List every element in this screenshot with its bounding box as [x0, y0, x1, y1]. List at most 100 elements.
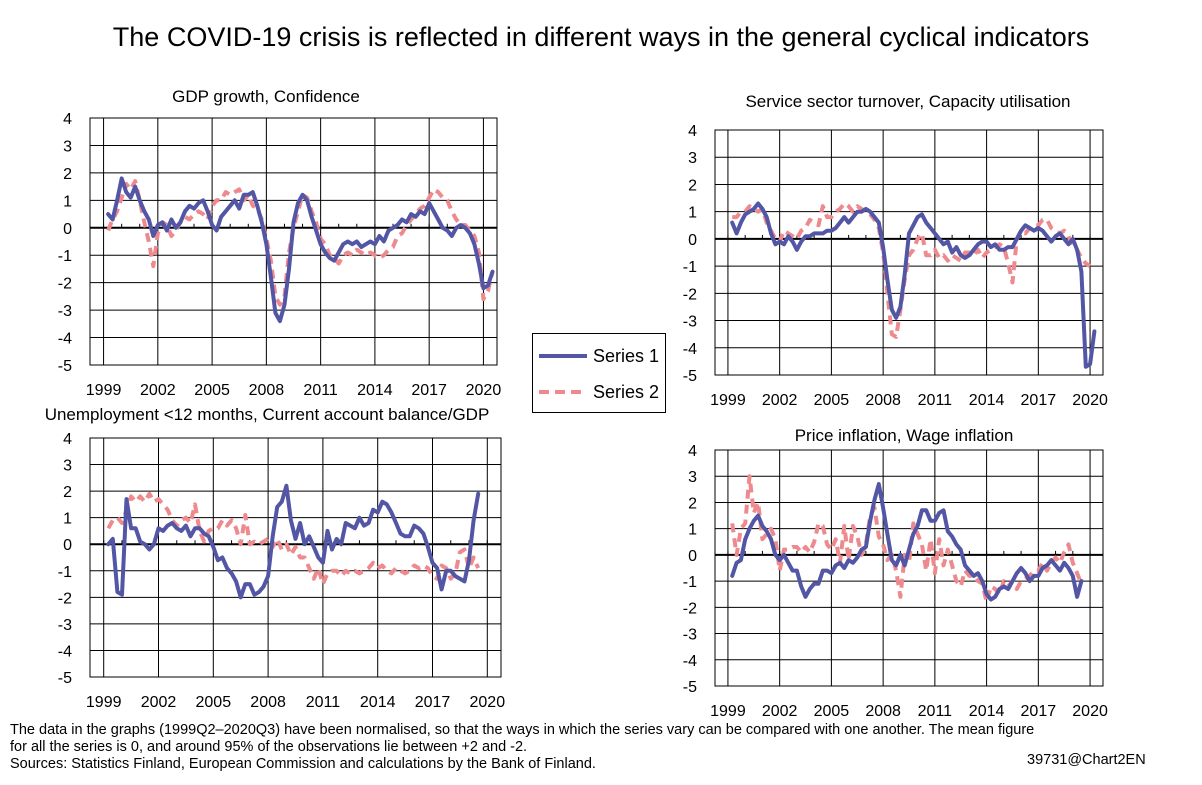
y-tick-label: 4: [688, 443, 697, 460]
legend: Series 1 Series 2: [532, 333, 666, 413]
series1-line: [106, 483, 481, 600]
y-tick-label: 2: [63, 166, 72, 183]
x-tick-label: 2017: [1021, 392, 1057, 409]
legend-swatch-series1: [539, 354, 587, 358]
y-tick-label: 0: [63, 537, 72, 554]
x-tick-label: 2017: [415, 694, 451, 711]
y-tick-label: 3: [63, 458, 72, 475]
plot-frame: [89, 117, 498, 366]
x-tick-label: 2002: [762, 392, 798, 409]
x-tick-label: 2011: [306, 694, 341, 711]
y-tick-label: 1: [63, 193, 72, 210]
footnote: The data in the graphs (1999Q2–2020Q3) h…: [10, 722, 1160, 773]
y-tick-label: -3: [683, 627, 697, 644]
series1-line: [730, 201, 1097, 369]
y-tick-label: -1: [58, 564, 72, 581]
y-tick-label: 2: [688, 177, 697, 194]
x-tick-label: 2014: [360, 694, 396, 711]
y-tick-label: 4: [688, 123, 697, 140]
chart-title: GDP growth, Confidence: [172, 87, 360, 106]
x-tick-label: 2008: [865, 703, 901, 720]
x-tick-label: 2008: [865, 392, 901, 409]
y-tick-label: 1: [63, 511, 72, 528]
x-tick-label: 2011: [918, 392, 953, 409]
x-tick-label: 1999: [86, 694, 122, 711]
x-tick-label: 2011: [918, 703, 953, 720]
series2-line: [732, 201, 1092, 339]
chart-title: Service sector turnover, Capacity utilis…: [745, 92, 1070, 111]
x-tick-label: 2005: [814, 703, 850, 720]
y-tick-label: -5: [58, 358, 72, 375]
legend-item-series2: Series 2: [539, 380, 659, 404]
y-tick-label: -4: [58, 331, 72, 348]
y-tick-label: -4: [58, 643, 72, 660]
y-tick-label: 3: [688, 469, 697, 486]
y-tick-label: -2: [58, 276, 72, 293]
x-tick-label: 2005: [196, 694, 232, 711]
y-tick-label: -3: [683, 314, 697, 331]
y-tick-label: 4: [63, 111, 72, 128]
y-tick-label: 2: [688, 495, 697, 512]
x-tick-label: 1999: [710, 392, 746, 409]
y-tick-label: -1: [58, 248, 72, 265]
series2-line: [730, 474, 1084, 605]
legend-swatch-series2: [539, 390, 587, 394]
x-tick-label: 2017: [411, 382, 447, 399]
x-tick-label: 2005: [814, 392, 850, 409]
y-tick-label: -3: [58, 303, 72, 320]
y-tick-label: 0: [688, 232, 697, 249]
x-tick-label: 2017: [1021, 703, 1057, 720]
chart-panel-4: Price inflation, Wage inflation 4 3 2 1 0 -1 -2…: [683, 426, 1108, 720]
plot-frame: [89, 437, 502, 678]
legend-item-series1: Series 1: [539, 344, 659, 368]
x-tick-label: 2014: [357, 382, 393, 399]
y-tick-label: 3: [63, 138, 72, 155]
x-tick-label: 2020: [1072, 703, 1108, 720]
x-tick-label: 2020: [470, 694, 506, 711]
y-tick-label: -1: [683, 574, 697, 591]
footnote-line-1: The data in the graphs (1999Q2–2020Q3) h…: [10, 722, 1035, 738]
y-tick-label: -5: [58, 670, 72, 687]
footnote-line-3: Sources: Statistics Finland, European Co…: [10, 756, 596, 772]
x-tick-label: 2008: [249, 382, 285, 399]
legend-label-series1: Series 1: [593, 345, 660, 366]
y-tick-label: -4: [683, 341, 697, 358]
chart-panel-3: Unemployment <12 months, Current account…: [45, 405, 505, 711]
y-tick-label: -2: [683, 286, 697, 303]
y-tick-label: 1: [688, 522, 697, 539]
y-tick-label: -5: [683, 368, 697, 385]
series1-line: [106, 176, 495, 324]
footnote-line-2: for all the series is 0, and around 95% …: [10, 739, 528, 755]
chart-title: Unemployment <12 months, Current account…: [45, 405, 490, 424]
x-tick-label: 2005: [194, 382, 230, 399]
x-tick-label: 2020: [1072, 392, 1108, 409]
x-tick-label: 2011: [303, 382, 338, 399]
y-tick-label: 3: [688, 150, 697, 167]
plot-frame: [714, 449, 1104, 687]
x-tick-label: 2008: [250, 694, 286, 711]
chart-code: 39731@Chart2EN: [1027, 752, 1146, 768]
y-tick-label: 0: [63, 221, 72, 238]
chart-panel-2: Service sector turnover, Capacity utilis…: [683, 92, 1108, 409]
x-tick-label: 2002: [762, 703, 798, 720]
y-tick-label: -5: [683, 679, 697, 696]
chart-panel-1: GDP growth, Confidence 4 3 2 1 0 -1 -2 -3 -4 -5 199…: [58, 87, 502, 399]
chart-title: Price inflation, Wage inflation: [795, 426, 1014, 445]
x-tick-label: 2014: [969, 703, 1005, 720]
series2-line: [106, 491, 481, 587]
y-tick-label: 2: [63, 484, 72, 501]
plot-frame: [714, 129, 1104, 376]
x-tick-label: 2002: [141, 694, 177, 711]
series1-line: [730, 482, 1084, 602]
y-tick-label: 4: [63, 431, 72, 448]
y-tick-label: -4: [683, 653, 697, 670]
x-tick-label: 2002: [140, 382, 176, 399]
y-tick-label: 0: [688, 548, 697, 565]
y-tick-label: -2: [683, 600, 697, 617]
legend-label-series2: Series 2: [593, 381, 660, 402]
x-tick-label: 1999: [710, 703, 746, 720]
y-tick-label: -3: [58, 617, 72, 634]
x-tick-label: 1999: [86, 382, 122, 399]
x-tick-label: 2020: [466, 382, 502, 399]
